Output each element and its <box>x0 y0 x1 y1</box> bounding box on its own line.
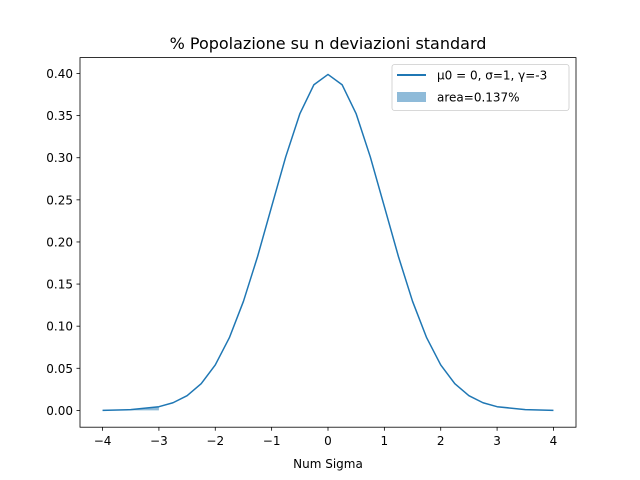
x-tick-label: −2 <box>206 434 224 448</box>
y-tick-label: 0.25 <box>46 193 73 207</box>
y-tick-label: 0.40 <box>46 67 73 81</box>
y-tick-label: 0.05 <box>46 362 73 376</box>
x-axis-label: Num Sigma <box>293 457 363 471</box>
y-tick-label: 0.15 <box>46 278 73 292</box>
x-axis-ticks: −4 −3 −2 −1 0 1 2 3 4 <box>94 427 558 448</box>
y-tick-label: 0.35 <box>46 109 73 123</box>
line-layer <box>102 73 554 412</box>
legend-frame <box>391 64 570 111</box>
x-tick-label: 3 <box>493 434 501 448</box>
legend: μ0 = 0, σ=1, γ=-3 area=0.137% <box>391 64 570 111</box>
y-tick-label: 0.00 <box>46 404 73 418</box>
legend-label-curve: μ0 = 0, σ=1, γ=-3 <box>437 69 547 83</box>
x-tick-label: 0 <box>324 434 332 448</box>
x-tick-label: 1 <box>381 434 389 448</box>
area-fill-tail <box>102 406 159 411</box>
y-tick-label: 0.20 <box>46 235 73 249</box>
legend-area-swatch <box>397 92 426 102</box>
x-tick-label: 2 <box>437 434 445 448</box>
y-axis-ticks: 0.00 0.05 0.10 0.15 0.20 0.25 0.30 0.35 0.40 <box>46 67 80 418</box>
area-layer <box>102 406 159 411</box>
series-line-curve <box>102 73 554 412</box>
chart-title: % Popolazione su n deviazioni standard <box>170 34 487 53</box>
x-tick-label: −4 <box>94 434 112 448</box>
legend-label-area: area=0.137% <box>437 91 520 105</box>
y-tick-label: 0.30 <box>46 151 73 165</box>
x-tick-label: −1 <box>263 434 281 448</box>
x-tick-label: −3 <box>150 434 168 448</box>
x-tick-label: 4 <box>550 434 558 448</box>
plot-frame <box>79 57 577 428</box>
y-tick-label: 0.10 <box>46 320 73 334</box>
